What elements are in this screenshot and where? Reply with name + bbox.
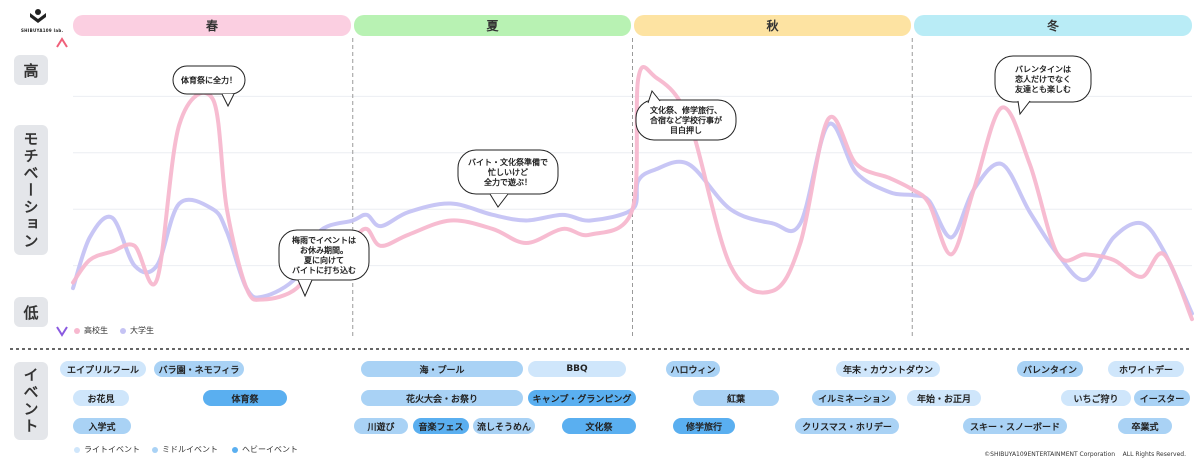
event-pill: ホワイトデー [1108,361,1184,377]
logo-mark-icon [30,9,46,23]
arrow-down-icon [56,326,68,337]
season-winter: 冬 [914,15,1192,36]
logo: SHIBUYA109 lab. [21,8,64,38]
legend-high-school: 高校生 [74,325,108,336]
annotation-text: 忙しいけど [488,167,528,177]
annotation-text: バレンタインは [1015,64,1071,74]
event-pill: 年始・お正月 [907,390,981,406]
annotation-text: バイト・文化祭準備で [468,157,548,167]
annotation-text: 合宿など学校行事が [649,115,723,125]
event-pill: スキー・スノーボード [963,418,1067,434]
event-pill: 卒業式 [1118,418,1172,434]
event-pill: キャンプ・グランピング [528,390,636,406]
event-pill: バラ園・ネモフィラ [154,361,244,377]
season-summer: 夏 [354,15,631,36]
arrow-up-icon [56,37,68,48]
annotation-text: 全力で遊ぶ！ [483,177,532,187]
event-pill: BBQ [528,361,626,377]
event-pill: イースター [1134,390,1190,406]
annotation-text: お休み期間。 [300,245,348,255]
y-axis-title: モチベーション [14,125,48,255]
event-pill: 川遊び [354,418,408,434]
event-pill: エイプリルフール [60,361,146,377]
legend-dot-pink [74,327,80,334]
annotation-text: 友達とも楽しむ [1014,84,1071,94]
event-section-label: イベント [14,362,48,440]
season-spring: 春 [73,15,351,36]
annotation-text: バイトに打ち込む [292,265,356,275]
event-pill: 修学旅行 [673,418,735,434]
series-line-high-school [71,65,1194,322]
event-pill: 入学式 [73,418,131,434]
event-pill: 体育祭 [203,390,287,406]
event-pill: 年末・カウントダウン [836,361,940,377]
annotation-text: 梅雨でイベントは [292,235,356,245]
event-legend-heavy: ヘビーイベント [232,444,298,455]
event-pill: 紅葉 [693,390,779,406]
annotation-bubble: 体育祭に全力！ [172,65,246,108]
legend-university: 大学生 [120,325,154,336]
annotation-text: 夏に向けて [303,255,344,265]
legend-dot-purple [120,327,126,334]
event-legend-light: ライトイベント [74,444,140,455]
event-pill: クリスマス・ホリデー [795,418,899,434]
event-pill: ハロウィン [666,361,720,377]
annotation-text: 目白押し [670,125,702,135]
event-pill: イルミネーション [812,390,896,406]
event-legend-middle: ミドルイベント [152,444,218,455]
event-pill: バレンタイン [1017,361,1083,377]
copyright: ©SHIBUYA109ENTERTAINMENT Corporation ALL… [984,451,1186,458]
annotation-text: 文化祭、修学旅行、 [650,105,722,115]
annotation-text: 体育祭に全力！ [181,75,237,85]
event-pill: 文化祭 [562,418,636,434]
event-pill: いちご狩り [1061,390,1131,406]
event-pill: 花火大会・お祭り [361,390,523,406]
event-pill: お花見 [73,390,129,406]
event-pill: 流しそうめん [473,418,535,434]
annotation-text: 恋人だけでなく [1015,74,1071,84]
y-low-label: 低 [14,297,48,327]
logo-text: SHIBUYA109 lab. [21,28,64,33]
event-pill: 音楽フェス [413,418,469,434]
season-autumn: 秋 [634,15,911,36]
y-high-label: 高 [14,55,48,85]
event-pill: 海・プール [361,361,523,377]
